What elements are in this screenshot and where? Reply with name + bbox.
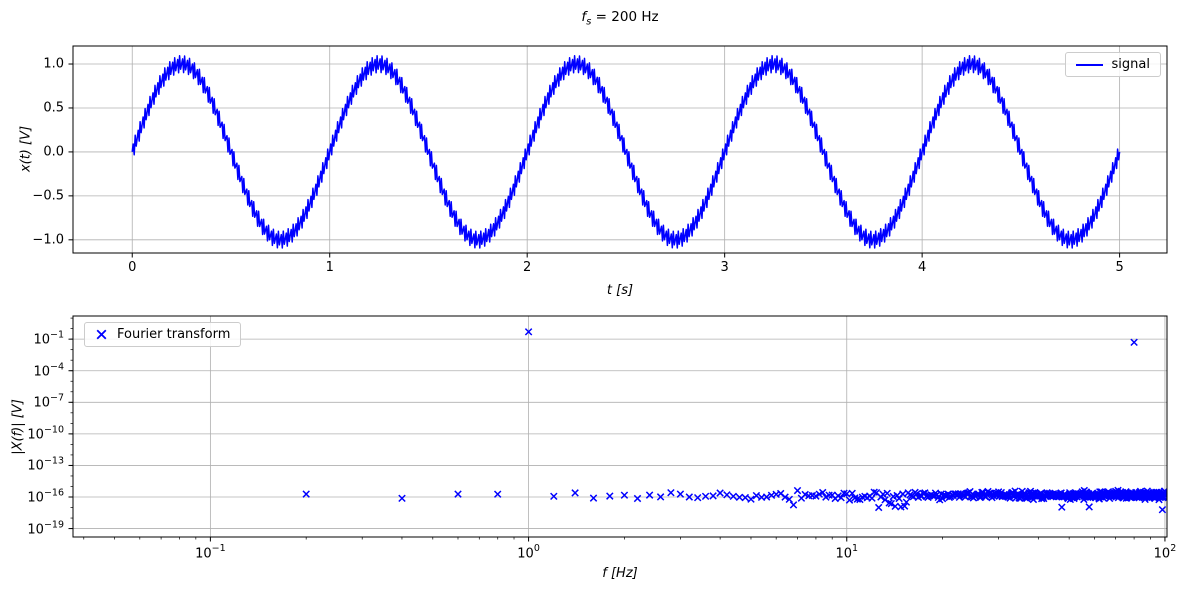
x-marker <box>701 492 710 501</box>
signal-legend: signal <box>1064 52 1161 77</box>
top-plot-frame <box>72 45 1168 254</box>
x-marker <box>902 498 911 506</box>
x-marker <box>870 488 878 496</box>
x-marker <box>837 493 845 502</box>
figure-title: fs = 200 Hz <box>581 9 658 28</box>
bottom-ytick-label: 10−4 <box>33 361 64 380</box>
x-marker <box>685 493 694 501</box>
fft-scatter <box>302 328 1167 514</box>
top-plot-ylabel: x(t) [V] <box>18 125 34 173</box>
top-ytick-label: 0.0 <box>43 144 64 160</box>
top-ytick-label: −0.5 <box>32 188 64 204</box>
title-variable: f <box>581 9 587 25</box>
bottom-xtick-label: 102 <box>1153 543 1177 562</box>
x-marker-icon <box>96 329 107 340</box>
x-marker <box>848 489 856 498</box>
x-marker <box>524 328 533 336</box>
top-ytick-label: −1.0 <box>32 232 64 248</box>
x-marker <box>606 492 614 500</box>
x-marker <box>493 490 502 498</box>
x-marker <box>589 494 598 502</box>
top-ytick-label: 1.0 <box>43 56 64 72</box>
x-marker <box>885 499 893 507</box>
x-marker <box>454 490 462 498</box>
top-xtick-label: 0 <box>128 260 137 275</box>
x-marker <box>818 488 827 497</box>
top-ytick-label: 0.5 <box>43 100 64 116</box>
x-marker <box>1161 491 1167 500</box>
x-marker <box>762 493 771 501</box>
x-marker <box>716 489 724 497</box>
x-marker <box>874 503 883 512</box>
x-marker <box>656 493 665 501</box>
x-marker <box>741 493 750 502</box>
x-marker <box>752 491 761 500</box>
x-marker <box>667 488 675 497</box>
x-marker <box>709 492 717 500</box>
x-marker <box>550 492 558 501</box>
top-xtick-label: 2 <box>523 260 532 275</box>
x-marker <box>853 495 862 503</box>
bottom-plot-xlabel: f [Hz] <box>602 566 638 581</box>
x-marker <box>398 494 406 503</box>
top-xtick-label: 4 <box>917 260 927 275</box>
x-marker <box>899 490 907 498</box>
x-marker <box>785 495 794 504</box>
x-marker <box>633 494 642 503</box>
x-marker <box>729 492 738 501</box>
x-marker <box>825 491 833 499</box>
legend-line-icon <box>1075 63 1103 66</box>
x-marker <box>1160 489 1167 497</box>
title-subscript: s <box>586 16 592 28</box>
x-marker <box>735 493 744 502</box>
bottom-ytick-label: 10−16 <box>27 487 64 506</box>
bottom-ytick-label: 10−7 <box>33 392 64 411</box>
x-marker <box>645 491 654 499</box>
x-marker <box>1058 503 1066 511</box>
x-marker <box>793 486 802 495</box>
x-marker <box>302 490 310 498</box>
x-marker <box>723 491 731 499</box>
top-xtick-label: 5 <box>1115 260 1124 275</box>
x-marker <box>747 495 755 503</box>
bottom-ytick-label: 10−13 <box>27 455 64 475</box>
bottom-ytick-label: 10−10 <box>27 424 64 443</box>
bottom-plot-frame <box>72 315 1168 538</box>
x-marker <box>693 493 702 502</box>
x-marker <box>571 489 579 497</box>
x-marker <box>883 489 891 498</box>
x-marker <box>887 499 896 508</box>
bottom-ytick-label: 10−19 <box>27 518 64 538</box>
x-marker <box>1130 338 1138 347</box>
x-marker <box>1085 503 1093 511</box>
signal-legend-label: signal <box>1111 57 1150 72</box>
fourier-legend-label: Fourier transform <box>117 327 231 342</box>
title-rest: = 200 Hz <box>591 9 659 25</box>
top-xtick-label: 3 <box>720 260 729 275</box>
x-marker <box>620 491 629 499</box>
top-xtick-label: 1 <box>325 260 334 275</box>
x-marker <box>845 496 854 504</box>
fourier-legend: Fourier transform <box>84 322 242 347</box>
bottom-ytick-label: 10−1 <box>33 329 64 348</box>
bottom-plot-ylabel: |X(f)| [V] <box>10 399 26 455</box>
x-marker <box>789 501 798 509</box>
top-plot-xlabel: t [s] <box>606 283 634 298</box>
x-marker <box>676 490 685 498</box>
bottom-xtick-label: 100 <box>517 543 540 562</box>
x-marker <box>1158 505 1167 514</box>
bottom-xtick-label: 101 <box>835 543 859 562</box>
bottom-xtick-label: 10−1 <box>195 543 226 562</box>
x-marker <box>781 493 789 501</box>
signal-line <box>131 55 1121 249</box>
x-marker <box>900 502 909 510</box>
